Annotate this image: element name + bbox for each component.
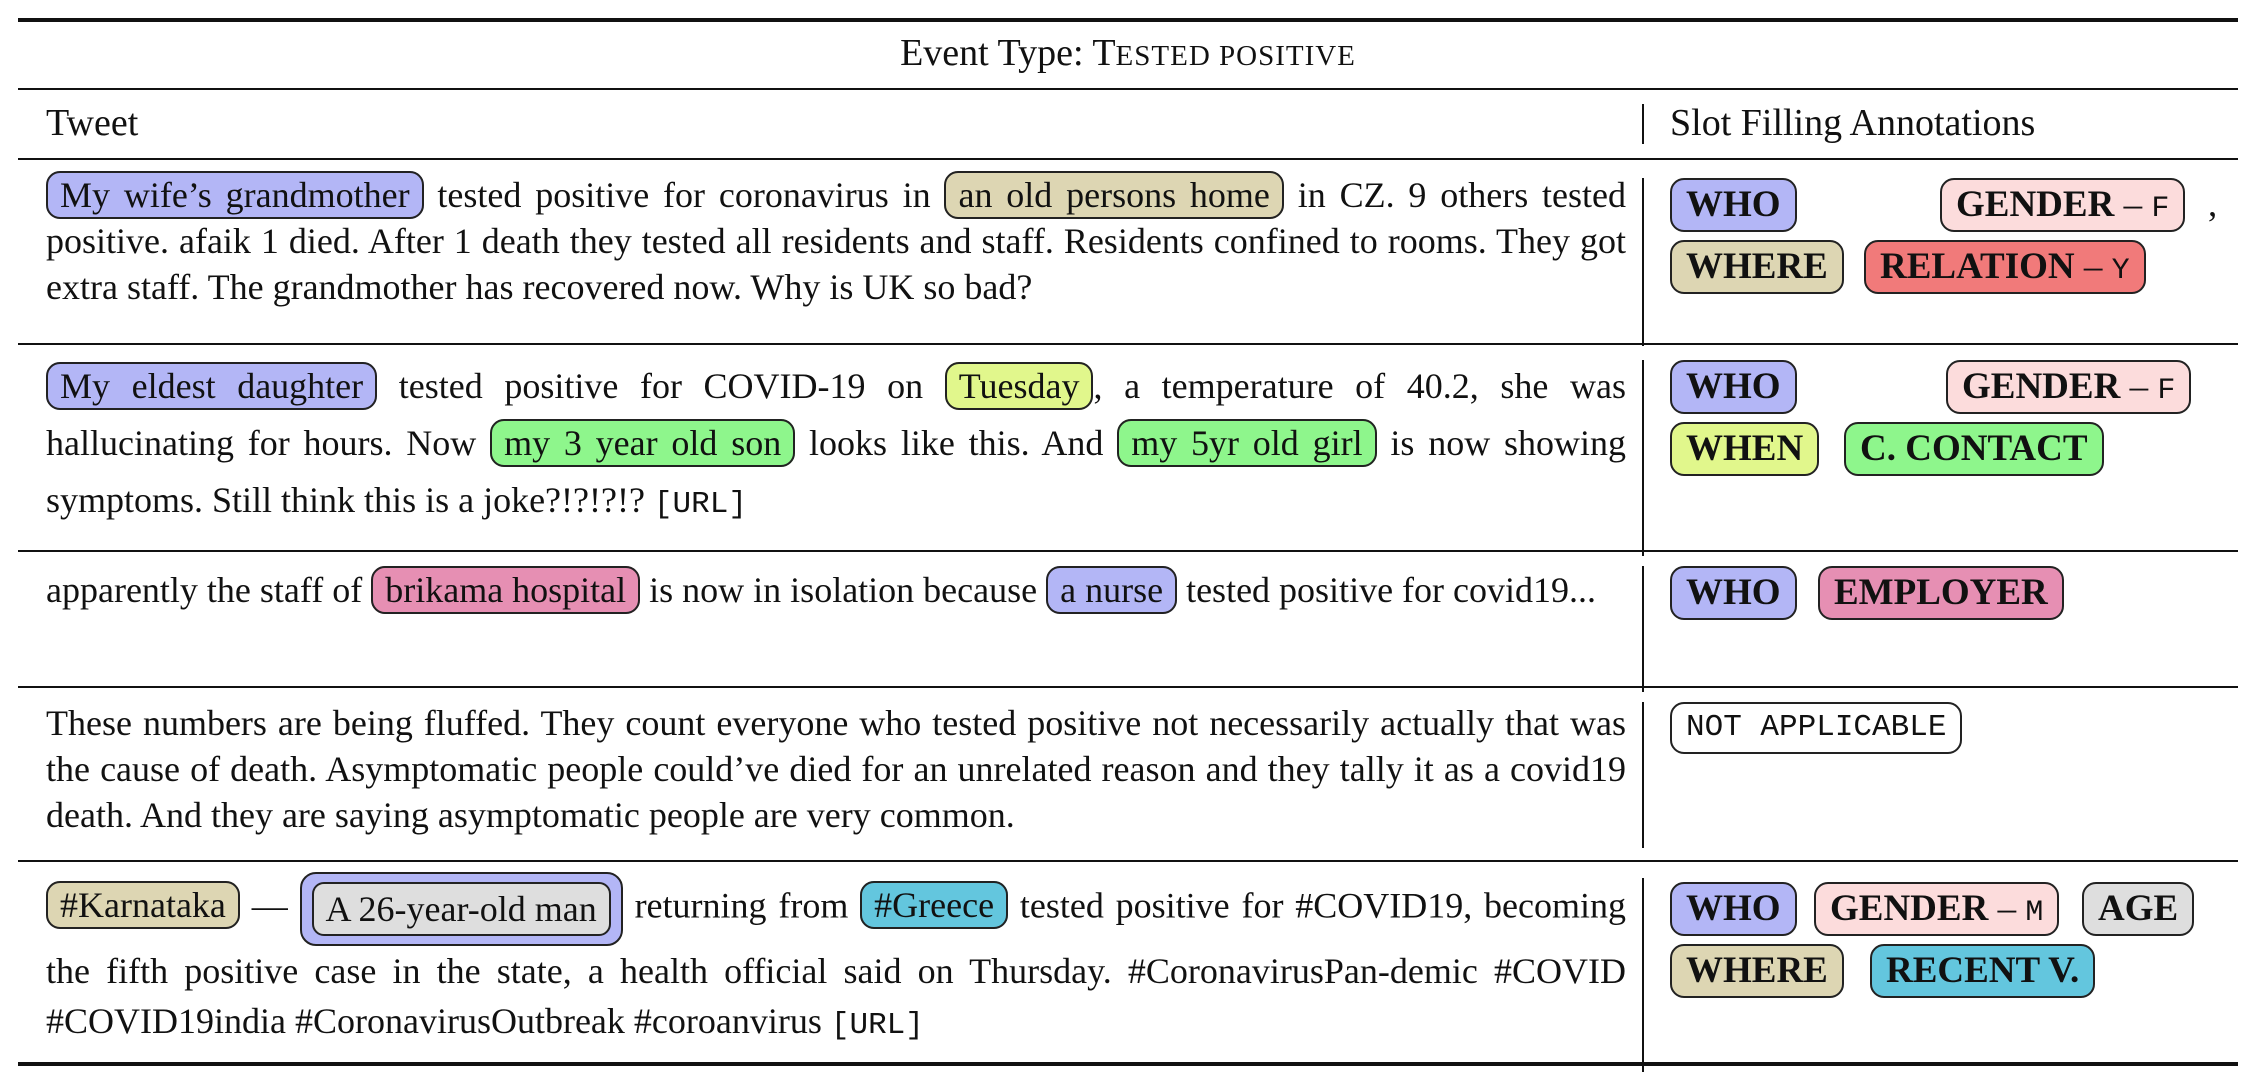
tag-recent-travel: RECENT V. <box>1870 944 2096 998</box>
span-close-contact: my 3 year old son <box>490 419 796 467</box>
tag-who: WHO <box>1670 360 1797 414</box>
tag-gender: GENDER – F <box>1946 360 2192 414</box>
caption-prefix: Event Type: <box>900 32 1093 74</box>
tag-who: WHO <box>1670 178 1797 232</box>
event-annotation-table: Event Type: TESTED POSITIVE Tweet Slot F… <box>18 18 2238 1072</box>
span-who: My eldest daughter <box>46 362 378 410</box>
tag-age: AGE <box>2082 882 2195 936</box>
span-close-contact: my 5yr old girl <box>1117 419 1377 467</box>
tag-gender: GENDER – M <box>1814 882 2060 936</box>
row-rule-3 <box>18 686 2238 688</box>
row-rule-4 <box>18 860 2238 862</box>
span-where: #Karnataka <box>46 881 240 930</box>
tweet-row-5: #Karnataka — A 26-year-old man returning… <box>46 872 1626 1051</box>
row-rule-1 <box>18 343 2238 345</box>
bottom-rule <box>18 1062 2238 1066</box>
span-where: an old persons home <box>944 171 1284 219</box>
row-divider-5 <box>1642 878 1644 1072</box>
event-type-initial: T <box>1092 32 1116 74</box>
row-divider-3 <box>1642 566 1644 692</box>
row-divider-1 <box>1642 178 1644 346</box>
tag-relation: RELATION – Y <box>1864 240 2146 294</box>
tag-where: WHERE <box>1670 240 1844 294</box>
url-placeholder: [URL] <box>830 1008 924 1043</box>
tag-separator-comma: , <box>2208 184 2218 225</box>
row-divider-4 <box>1642 702 1644 848</box>
tweet-row-3: apparently the staff of brikama hospital… <box>46 562 1626 619</box>
header-divider <box>1642 104 1644 144</box>
tag-when: WHEN <box>1670 422 1820 476</box>
caption-rule <box>18 88 2238 90</box>
event-type-rest: ESTED POSITIVE <box>1115 40 1356 72</box>
span-who-nested: A 26-year-old man <box>299 872 623 946</box>
tag-close-contact: C. CONTACT <box>1844 422 2104 476</box>
span-age: A 26-year-old man <box>311 882 611 936</box>
tag-who: WHO <box>1670 882 1797 936</box>
span-employer: brikama hospital <box>371 566 641 614</box>
header-annotations: Slot Filling Annotations <box>1670 102 2036 144</box>
span-when: Tuesday <box>944 362 1094 410</box>
tweet-row-1: My wife’s grandmother tested positive fo… <box>46 171 1626 310</box>
span-who: a nurse <box>1046 566 1178 614</box>
tag-not-applicable: NOT APPLICABLE <box>1670 702 1963 754</box>
tweet-row-2: My eldest daughter tested positive for C… <box>46 358 1626 533</box>
tweet-row-4: These numbers are being fluffed. They co… <box>46 703 1626 835</box>
url-placeholder: [URL] <box>653 487 747 522</box>
tag-gender: GENDER – F <box>1940 178 2186 232</box>
row-rule-2 <box>18 550 2238 552</box>
tag-employer: EMPLOYER <box>1818 566 2064 620</box>
tag-where: WHERE <box>1670 944 1844 998</box>
table-caption: Event Type: TESTED POSITIVE <box>18 30 2238 79</box>
tag-who: WHO <box>1670 566 1797 620</box>
span-recent-travel: #Greece <box>860 881 1009 930</box>
row-divider-2 <box>1642 360 1644 556</box>
span-who: My wife’s grandmother <box>46 171 424 219</box>
header-tweet: Tweet <box>46 102 139 144</box>
top-rule <box>18 18 2238 22</box>
header-rule <box>18 158 2238 160</box>
